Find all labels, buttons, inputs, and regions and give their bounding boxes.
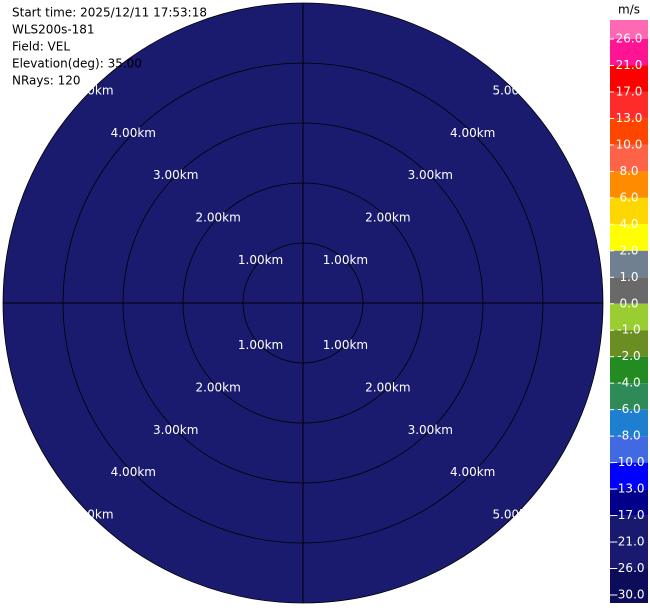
colorbar-cell	[610, 462, 648, 490]
colorbar-label: -30.0	[613, 588, 644, 602]
range-label: 3.00km	[408, 423, 453, 437]
range-label: 1.00km	[238, 253, 283, 267]
range-label: 5.00km	[68, 508, 113, 522]
colorbar-cell	[610, 144, 648, 172]
colorbar-label: 26.0	[616, 32, 643, 46]
range-label: 3.00km	[153, 168, 198, 182]
range-label: 1.00km	[323, 338, 368, 352]
colorbar-label: -13.0	[613, 482, 644, 496]
colorbar-cell	[610, 65, 648, 92]
header-text: WLS200s-181	[12, 23, 95, 37]
colorbar-cell	[610, 39, 648, 66]
range-label: 1.00km	[323, 253, 368, 267]
colorbar-label: -2.0	[617, 349, 640, 363]
colorbar-cell	[610, 224, 648, 251]
colorbar-label: 0.0	[619, 296, 638, 310]
colorbar-cell	[610, 436, 648, 463]
range-ring	[2, 2, 604, 604]
colorbar-cell	[610, 489, 648, 516]
header-text: Start time: 2025/12/11 17:53:18	[12, 6, 207, 20]
range-label: 2.00km	[365, 211, 410, 225]
colorbar-label: -21.0	[613, 535, 644, 549]
range-label: 3.00km	[408, 168, 453, 182]
colorbar-cell	[610, 91, 648, 119]
colorbar-cell	[610, 515, 648, 543]
colorbar-cell	[610, 20, 648, 39]
colorbar-label: 10.0	[616, 137, 643, 151]
colorbar-cell	[610, 171, 648, 198]
colorbar-label: 1.0	[619, 270, 638, 284]
colorbar-cell	[610, 595, 648, 603]
colorbar-label: 2.0	[619, 243, 638, 257]
colorbar-label: -17.0	[613, 508, 644, 522]
colorbar-cell	[610, 118, 648, 145]
header-text: Field: VEL	[12, 40, 70, 54]
range-label: 3.00km	[153, 423, 198, 437]
colorbar-label: -1.0	[617, 323, 640, 337]
colorbar-label: 4.0	[619, 217, 638, 231]
range-ring	[182, 182, 424, 424]
colorbar-label: 8.0	[619, 164, 638, 178]
colorbar-cell	[610, 356, 648, 384]
colorbar-cell	[610, 277, 648, 304]
header-text: Elevation(deg): 35.00	[12, 57, 142, 71]
range-label: 2.00km	[365, 380, 410, 394]
colorbar-label: -26.0	[613, 561, 644, 575]
colorbar-label: 17.0	[616, 84, 643, 98]
colorbar-label: -10.0	[613, 455, 644, 469]
colorbar-cell	[610, 250, 648, 278]
colorbar-cell	[610, 542, 648, 569]
range-label: 1.00km	[238, 338, 283, 352]
colorbar-label: -6.0	[617, 402, 640, 416]
range-label: 4.00km	[111, 126, 156, 140]
range-label: 5.00km	[492, 83, 537, 97]
colorbar-cell	[610, 409, 648, 437]
colorbar-label: -8.0	[617, 429, 640, 443]
range-label: 5.00km	[68, 83, 113, 97]
colorbar-label: 13.0	[616, 111, 643, 125]
range-label: 4.00km	[111, 465, 156, 479]
range-label: 2.00km	[195, 380, 240, 394]
range-label: 4.00km	[450, 126, 495, 140]
colorbar-title: m/s	[618, 3, 640, 17]
range-ring	[242, 242, 364, 364]
colorbar-cell	[610, 303, 648, 331]
colorbar-cell	[610, 383, 648, 410]
colorbar-cell	[610, 568, 648, 595]
colorbar-label: 6.0	[619, 190, 638, 204]
colorbar-label: -4.0	[617, 376, 640, 390]
range-label: 2.00km	[195, 211, 240, 225]
colorbar-cell	[610, 330, 648, 357]
range-label: 5.00km	[492, 508, 537, 522]
header-text: NRays: 120	[12, 74, 81, 88]
range-label: 4.00km	[450, 465, 495, 479]
colorbar-cell	[610, 197, 648, 225]
range-ring	[122, 122, 484, 484]
range-ring	[62, 62, 544, 544]
colorbar-label: 21.0	[616, 58, 643, 72]
